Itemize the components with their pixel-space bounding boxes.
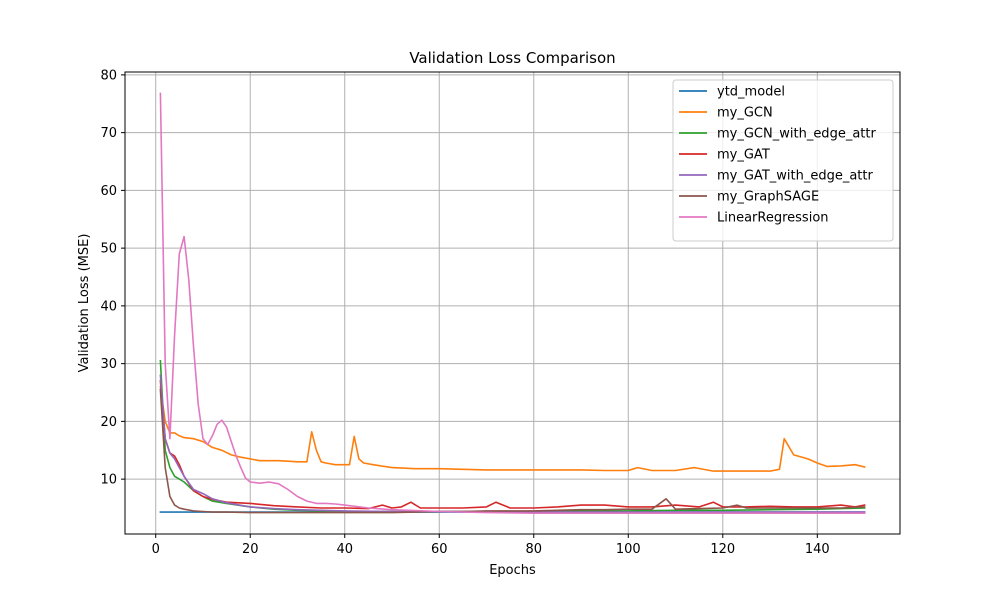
y-axis-title: Validation Loss (MSE) bbox=[77, 234, 92, 373]
x-tick-label: 60 bbox=[431, 542, 448, 557]
legend-label: my_GAT bbox=[717, 148, 770, 163]
y-tick-label: 40 bbox=[100, 299, 117, 314]
x-tick-label: 20 bbox=[242, 542, 259, 557]
legend-label: my_GCN_with_edge_attr bbox=[717, 127, 876, 142]
x-tick-label: 80 bbox=[525, 542, 542, 557]
series-line-my-gcn-with-edge-attr bbox=[159, 359, 866, 513]
axis-ticks: 0 20 40 60 80 100 120 140 10 20 30 40 50 60 70 80 bbox=[100, 68, 829, 557]
legend-box bbox=[672, 79, 894, 242]
x-tick-label: 140 bbox=[805, 542, 830, 557]
y-tick-label: 60 bbox=[100, 184, 117, 199]
x-tick-label: 40 bbox=[336, 542, 353, 557]
y-tick-label: 50 bbox=[100, 242, 117, 257]
y-tick-label: 30 bbox=[100, 357, 117, 372]
legend-label: LinearRegression bbox=[717, 211, 829, 226]
y-tick-label: 10 bbox=[100, 473, 117, 488]
legend: ytd_model my_GCN my_GCN_with_edge_attr my_G… bbox=[672, 79, 894, 242]
y-tick-label: 80 bbox=[100, 68, 117, 83]
series-line-my-gat-with-edge-attr bbox=[159, 374, 866, 513]
y-tick-label: 20 bbox=[100, 415, 117, 430]
series-line-my-gcn bbox=[159, 385, 866, 472]
legend-label: my_GCN bbox=[717, 106, 773, 121]
series-line-linearregression bbox=[159, 92, 866, 515]
series-line-my-gat bbox=[159, 380, 866, 510]
x-tick-label: 0 bbox=[152, 542, 160, 557]
legend-label: ytd_model bbox=[717, 85, 785, 100]
x-axis-title: Epochs bbox=[489, 563, 536, 578]
plot-series bbox=[159, 92, 866, 515]
plot-frame bbox=[124, 71, 901, 535]
series-line-my-graphsage bbox=[159, 388, 866, 514]
x-tick-label: 120 bbox=[710, 542, 735, 557]
chart-title: Validation Loss Comparison bbox=[409, 49, 615, 67]
legend-label: my_GraphSAGE bbox=[717, 190, 819, 205]
y-tick-label: 70 bbox=[100, 126, 117, 141]
legend-label: my_GAT_with_edge_attr bbox=[717, 169, 873, 184]
x-tick-label: 100 bbox=[616, 542, 641, 557]
